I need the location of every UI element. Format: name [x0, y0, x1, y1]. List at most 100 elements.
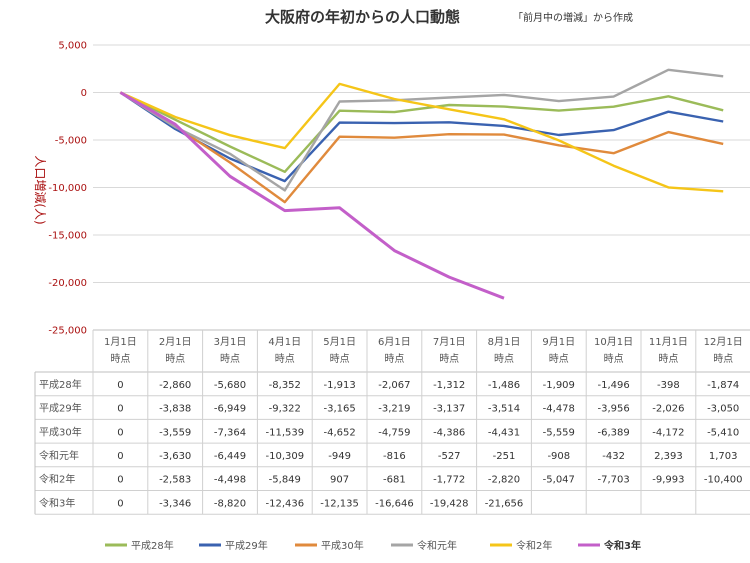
table-cell-value: -5,410: [707, 427, 739, 438]
series-line: [119, 91, 724, 174]
table-cell-value: -1,496: [597, 380, 629, 391]
x-category-label: 8月1日: [488, 336, 521, 348]
table-cell-value: -6,389: [597, 427, 629, 438]
table-cell-value: -9,322: [269, 404, 301, 415]
table-row-label: 令和2年: [39, 473, 75, 486]
table-cell-value: 1,703: [709, 451, 738, 462]
chart-title: 大阪府の年初からの人口動態: [265, 8, 460, 26]
table-cell-value: -681: [383, 475, 406, 486]
x-category-label: 5月1日: [323, 336, 356, 348]
table-cell-value: -432: [602, 451, 625, 462]
table-cell-value: -11,539: [265, 427, 304, 438]
table-cell-value: -1,486: [488, 380, 520, 391]
x-category-label: 時点: [439, 353, 459, 365]
series-line: [119, 91, 724, 204]
y-tick-label: -10,000: [48, 183, 87, 194]
table-cell-value: 907: [330, 475, 349, 486]
table-cell-value: -4,478: [543, 404, 575, 415]
table-row-label: 平成28年: [39, 378, 82, 391]
y-tick-label: 0: [81, 88, 87, 99]
series-line: [119, 91, 724, 183]
table-cell-value: -2,860: [159, 380, 191, 391]
table-cell-value: -251: [493, 451, 516, 462]
x-category-label: 9月1日: [542, 336, 575, 348]
table-cell-value: -949: [328, 451, 351, 462]
table-cell-value: -3,514: [488, 404, 520, 415]
table-cell-value: -5,559: [543, 427, 575, 438]
x-category-label: 時点: [658, 353, 678, 365]
table-cell-value: -10,309: [265, 451, 304, 462]
table-row-label: 令和元年: [39, 449, 79, 462]
table-cell-value: -1,312: [433, 380, 465, 391]
table-cell-value: -10,400: [704, 475, 743, 486]
legend-entry: 平成29年: [225, 539, 268, 552]
x-category-label: 4月1日: [268, 336, 301, 348]
table-cell-value: -5,849: [269, 475, 301, 486]
table-cell-value: -6,949: [214, 404, 246, 415]
table-cell-value: -4,759: [378, 427, 410, 438]
table-cell-value: -4,386: [433, 427, 465, 438]
table-cell-value: -1,874: [707, 380, 739, 391]
table-cell-value: -7,364: [214, 427, 246, 438]
chart-subtitle: 「前月中の増減」から作成: [513, 11, 633, 24]
table-cell-value: -3,050: [707, 404, 739, 415]
table-cell-value: -3,838: [159, 404, 191, 415]
x-category-label: 1月1日: [104, 336, 137, 348]
table-cell-value: -3,165: [323, 404, 355, 415]
x-category-label: 12月1日: [704, 336, 743, 348]
table-cell-value: -3,137: [433, 404, 465, 415]
y-axis-label: 人口増減(人): [33, 155, 48, 224]
table-cell-value: -1,772: [433, 475, 465, 486]
table-cell-value: -5,047: [543, 475, 575, 486]
table-cell-value: -4,498: [214, 475, 246, 486]
table-cell-value: 0: [117, 404, 123, 415]
x-category-label: 時点: [330, 353, 350, 365]
table-cell-value: -3,630: [159, 451, 191, 462]
table-row-label: 令和3年: [39, 496, 75, 509]
table-cell-value: -3,956: [597, 404, 629, 415]
table-cell-value: -4,172: [652, 427, 684, 438]
legend-entry: 平成30年: [321, 539, 364, 552]
legend-entry: 令和元年: [417, 539, 457, 552]
y-axis-label-group: 人口増減(人): [33, 155, 48, 224]
table-cell-value: 0: [117, 451, 123, 462]
y-tick-label: -25,000: [48, 326, 87, 337]
table-cell-value: -12,135: [320, 498, 359, 509]
table-cell-value: 0: [117, 498, 123, 509]
y-tick-label: -15,000: [48, 231, 87, 242]
table-row-label: 平成30年: [39, 425, 82, 438]
table-cell-value: -3,346: [159, 498, 191, 509]
table-cell-value: -9,993: [652, 475, 684, 486]
x-category-label: 時点: [604, 353, 624, 365]
x-category-label: 時点: [110, 353, 130, 365]
series-lines: [119, 68, 724, 300]
table-cell-value: -816: [383, 451, 406, 462]
x-category-label: 時点: [220, 353, 240, 365]
series-line: [119, 82, 724, 193]
table-cell-value: -16,646: [375, 498, 414, 509]
table-cell-value: -4,431: [488, 427, 520, 438]
y-tick-label: -20,000: [48, 278, 87, 289]
x-category-label: 時点: [549, 353, 569, 365]
x-category-label: 2月1日: [159, 336, 192, 348]
table-cell-value: -2,820: [488, 475, 520, 486]
table-cell-value: -12,436: [265, 498, 304, 509]
x-category-label: 時点: [165, 353, 185, 365]
table-cell-value: -6,449: [214, 451, 246, 462]
legend-entry: 平成28年: [131, 539, 174, 552]
table-cell-value: -19,428: [430, 498, 469, 509]
x-category-label: 時点: [494, 353, 514, 365]
gridlines: [93, 44, 750, 331]
table-cell-value: -2,026: [652, 404, 684, 415]
y-tick-label: -5,000: [55, 136, 87, 147]
x-category-label: 6月1日: [378, 336, 411, 348]
table-cell-value: -3,559: [159, 427, 191, 438]
x-category-label: 時点: [384, 353, 404, 365]
table-cell-value: 2,393: [654, 451, 683, 462]
y-axis-ticks: 5,000 0 -5,000 -10,000 -15,000 -20,000 -25,000: [48, 41, 87, 337]
table-row-label: 平成29年: [39, 402, 82, 415]
table-cell-value: -8,820: [214, 498, 246, 509]
table-cell-value: -1,913: [323, 380, 355, 391]
